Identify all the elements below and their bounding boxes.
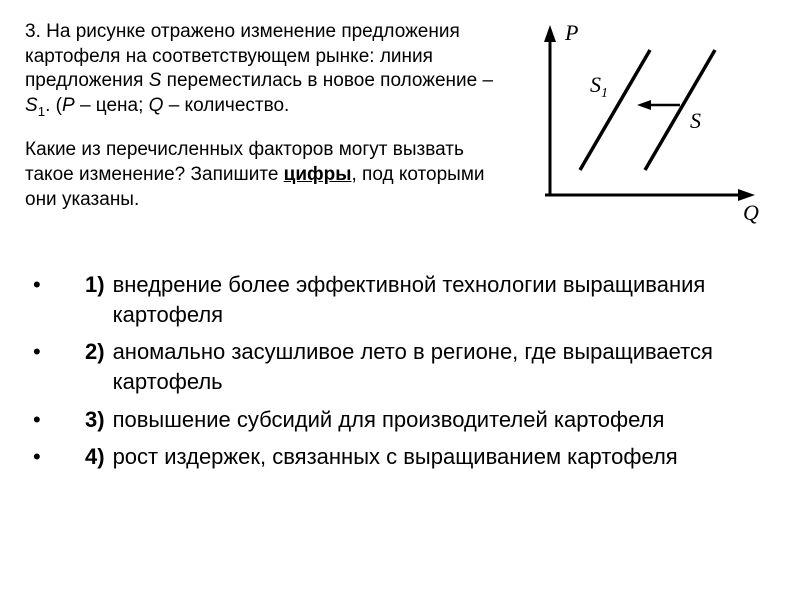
supply-chart: P Q S1 S <box>515 20 775 230</box>
option-4: • 4) рост издержек, связанных с выращива… <box>25 442 775 472</box>
option-4-text: рост издержек, связанных с выращиванием … <box>113 442 775 472</box>
question-text-column: 3. На рисунке отражено изменение предлож… <box>25 20 495 230</box>
supply-chart-svg: P Q S1 S <box>515 20 775 230</box>
option-2-number: 2) <box>70 337 113 396</box>
option-4-number: 4) <box>70 442 113 472</box>
intro-S1: S <box>25 95 38 116</box>
option-1-text: внедрение более эффективной технологии в… <box>113 270 775 329</box>
option-2-text: аномально засушливое лето в регионе, где… <box>113 337 775 396</box>
intro-text-4: – цена; <box>75 95 149 116</box>
option-3: • 3) повышение субсидий для производител… <box>25 405 775 435</box>
intro-Q: Q <box>149 95 164 116</box>
option-3-number: 3) <box>70 405 113 435</box>
question-intro: 3. На рисунке отражено изменение предлож… <box>25 20 495 120</box>
s1-label: S1 <box>590 72 608 101</box>
prompt-emphasis: цифры <box>284 164 352 185</box>
bullet-icon: • <box>25 337 70 396</box>
axis-q-label: Q <box>743 200 759 225</box>
top-section: 3. На рисунке отражено изменение предлож… <box>25 20 775 230</box>
supply-line-s <box>645 50 715 170</box>
shift-arrow-head <box>637 100 651 110</box>
intro-text-2: переместилась в новое положение – <box>161 70 493 91</box>
intro-text-3: . ( <box>45 95 62 116</box>
s-label: S <box>690 108 701 133</box>
bullet-icon: • <box>25 442 70 472</box>
bullet-icon: • <box>25 270 70 329</box>
option-2: • 2) аномально засушливое лето в регионе… <box>25 337 775 396</box>
question-number: 3. <box>25 21 41 42</box>
option-1-number: 1) <box>70 270 113 329</box>
intro-text-5: – количество. <box>163 95 289 116</box>
option-3-text: повышение субсидий для производителей ка… <box>113 405 775 435</box>
intro-S1-sub: 1 <box>38 104 45 119</box>
supply-line-s1 <box>580 50 650 170</box>
question-prompt: Какие из перечисленных факторов могут вы… <box>25 138 495 212</box>
axis-p-arrow <box>544 25 556 42</box>
bullet-icon: • <box>25 405 70 435</box>
intro-S: S <box>149 70 162 91</box>
option-1: • 1) внедрение более эффективной техноло… <box>25 270 775 329</box>
options-section: • 1) внедрение более эффективной техноло… <box>25 270 775 472</box>
axis-p-label: P <box>564 20 578 45</box>
intro-P: P <box>62 95 75 116</box>
